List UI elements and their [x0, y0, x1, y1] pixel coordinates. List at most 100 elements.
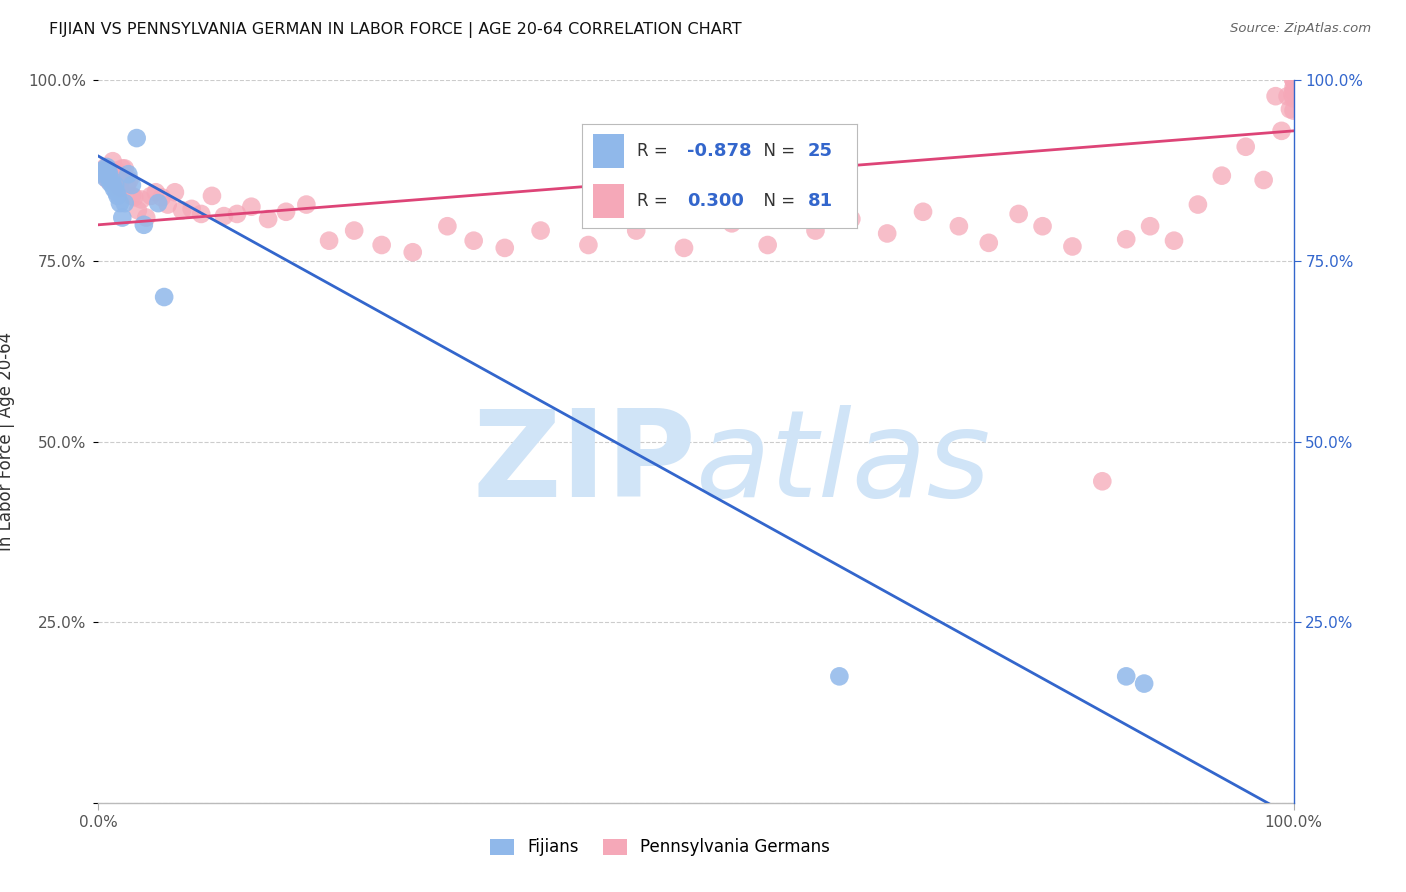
- Point: [463, 234, 485, 248]
- Point: [1211, 169, 1233, 183]
- Point: [105, 163, 128, 178]
- Point: [1115, 669, 1137, 683]
- Point: [1139, 219, 1161, 234]
- Point: [98, 167, 121, 181]
- Point: [212, 209, 235, 223]
- Point: [1264, 89, 1286, 103]
- Point: [150, 190, 173, 204]
- Point: [125, 131, 148, 145]
- Point: [1282, 103, 1305, 118]
- Point: [97, 173, 120, 187]
- Point: [1234, 140, 1257, 154]
- Point: [104, 178, 127, 192]
- Point: [876, 227, 898, 241]
- Point: [1115, 232, 1137, 246]
- Point: [127, 203, 149, 218]
- Point: [105, 186, 128, 200]
- Point: [104, 166, 127, 180]
- Legend: Fijians, Pennsylvania Germans: Fijians, Pennsylvania Germans: [484, 831, 837, 863]
- Point: [96, 169, 118, 183]
- Point: [274, 204, 297, 219]
- Point: [103, 174, 125, 188]
- Point: [1253, 173, 1275, 187]
- Point: [107, 174, 129, 188]
- Point: [1133, 676, 1156, 690]
- Point: [828, 669, 851, 683]
- Point: [98, 166, 121, 180]
- Point: [190, 207, 212, 221]
- Point: [1282, 91, 1305, 105]
- Point: [139, 189, 162, 203]
- Point: [841, 212, 863, 227]
- Point: [114, 196, 136, 211]
- Point: [626, 223, 648, 237]
- Point: [93, 163, 115, 178]
- Point: [163, 186, 186, 200]
- Point: [135, 211, 157, 225]
- Point: [124, 190, 146, 204]
- Point: [118, 173, 141, 187]
- Point: [103, 182, 125, 196]
- Point: [1062, 239, 1084, 253]
- Point: [1008, 207, 1031, 221]
- Point: [1091, 475, 1114, 489]
- Point: [1278, 102, 1301, 116]
- Point: [1032, 219, 1054, 234]
- Point: [121, 178, 143, 192]
- Point: [1282, 73, 1305, 87]
- Point: [91, 163, 114, 178]
- Point: [530, 223, 553, 237]
- Point: [94, 170, 117, 185]
- Point: [115, 178, 138, 192]
- Point: [111, 161, 134, 176]
- Point: [100, 163, 122, 178]
- Point: [721, 216, 744, 230]
- Point: [1282, 80, 1305, 95]
- Point: [121, 189, 143, 203]
- Text: atlas: atlas: [696, 405, 991, 522]
- Point: [1187, 197, 1209, 211]
- Point: [131, 193, 153, 207]
- Point: [343, 223, 366, 237]
- Point: [402, 245, 425, 260]
- Point: [98, 169, 122, 183]
- Point: [145, 186, 167, 200]
- Point: [977, 235, 1000, 250]
- Point: [91, 167, 114, 181]
- Point: [101, 154, 124, 169]
- Point: [108, 180, 131, 194]
- Point: [804, 223, 827, 237]
- Point: [578, 238, 600, 252]
- Point: [673, 241, 696, 255]
- Point: [1281, 87, 1303, 102]
- Point: [436, 219, 458, 234]
- Text: ZIP: ZIP: [472, 405, 696, 522]
- Point: [201, 189, 224, 203]
- Point: [132, 218, 155, 232]
- Point: [97, 163, 120, 178]
- Point: [948, 219, 970, 234]
- Point: [107, 182, 129, 196]
- Point: [156, 197, 179, 211]
- Point: [226, 207, 249, 221]
- Point: [108, 196, 131, 211]
- Point: [257, 212, 280, 227]
- Point: [101, 178, 124, 192]
- Point: [98, 176, 122, 190]
- Point: [756, 238, 779, 252]
- Point: [117, 167, 139, 181]
- Point: [100, 173, 122, 187]
- Point: [1271, 124, 1294, 138]
- Point: [148, 196, 170, 211]
- Point: [1282, 84, 1305, 98]
- Point: [114, 161, 136, 176]
- Point: [295, 197, 318, 211]
- Point: [153, 290, 176, 304]
- Point: [1282, 73, 1305, 87]
- Point: [494, 241, 516, 255]
- Point: [111, 211, 134, 225]
- Y-axis label: In Labor Force | Age 20-64: In Labor Force | Age 20-64: [0, 332, 14, 551]
- Point: [911, 204, 934, 219]
- Point: [94, 160, 117, 174]
- Point: [93, 167, 115, 181]
